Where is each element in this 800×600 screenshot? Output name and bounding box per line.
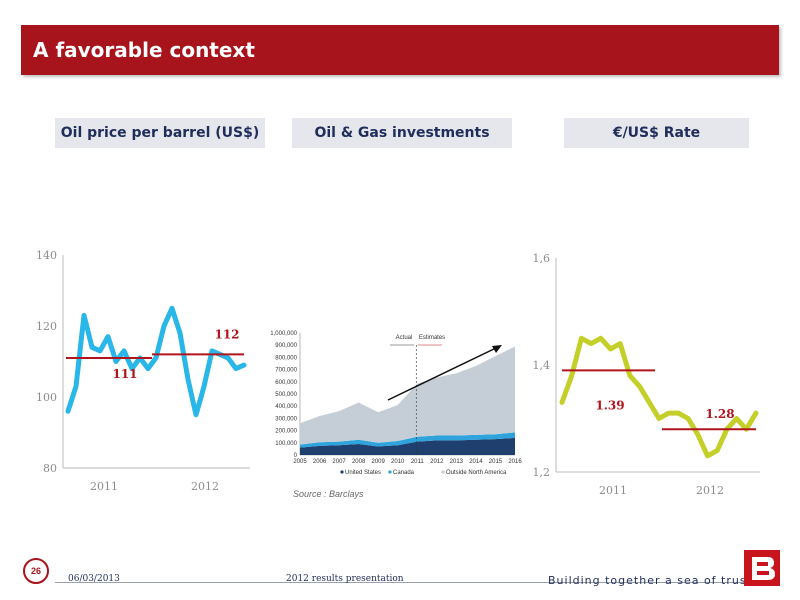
y-tick-label: 1,000,000: [270, 331, 297, 337]
area-series: [300, 346, 515, 445]
footer-tagline: Building together a sea of trust: [548, 574, 752, 587]
page-number: 26: [23, 558, 49, 584]
reference-label: 112: [214, 327, 239, 341]
trend-arrow: [387, 346, 499, 401]
series-line: [559, 335, 759, 459]
x-tick-label: 2015: [489, 459, 503, 465]
y-tick-label: 80: [43, 462, 57, 475]
x-tick-label: 2012: [696, 484, 724, 497]
y-tick-label: 300,000: [275, 416, 297, 422]
oil-panel-title: Oil price per barrel (US$): [55, 118, 265, 148]
legend-label: Outside North America: [446, 470, 507, 476]
y-tick-label: 500,000: [275, 392, 297, 398]
x-tick-label: 2007: [332, 459, 346, 465]
x-tick-label: 2009: [372, 459, 386, 465]
series-line: [65, 305, 247, 418]
x-tick-label: 2010: [391, 459, 405, 465]
x-tick-label: 2016: [508, 459, 522, 465]
source-note: Source : Barclays: [293, 489, 364, 499]
legend-marker: [441, 470, 445, 474]
x-tick-label: 2011: [411, 459, 425, 465]
legend-marker: [340, 470, 344, 474]
footer-date: 06/03/2013: [68, 574, 120, 584]
y-tick-label: 700,000: [275, 368, 297, 374]
legend-label: Canada: [393, 470, 415, 476]
trend-arrow-head: [492, 345, 502, 353]
footer-presentation: 2012 results presentation: [286, 574, 404, 584]
reference-label: 1.39: [595, 398, 624, 412]
y-tick-label: 600,000: [275, 380, 297, 386]
estimates-label: Estimates: [419, 335, 445, 341]
x-tick-label: 2013: [450, 459, 464, 465]
x-tick-label: 2011: [599, 484, 627, 497]
x-tick-label: 2006: [313, 459, 327, 465]
y-tick-label: 0: [294, 453, 298, 459]
x-tick-label: 2012: [191, 480, 219, 493]
y-tick-label: 900,000: [275, 343, 297, 349]
y-tick-label: 400,000: [275, 404, 297, 410]
page-title: A favorable context: [21, 25, 779, 75]
area-series: [300, 437, 515, 455]
y-tick-label: 1,2: [533, 466, 551, 479]
fx-panel-title: €/US$ Rate: [564, 118, 749, 148]
y-tick-label: 1,6: [533, 252, 551, 265]
x-tick-label: 2012: [430, 459, 444, 465]
x-tick-label: 2008: [352, 459, 366, 465]
y-tick-label: 120: [36, 320, 57, 333]
footer-divider: [55, 582, 755, 583]
y-tick-label: 140: [36, 249, 57, 262]
reference-label: 111: [112, 367, 137, 381]
x-tick-label: 2014: [469, 459, 483, 465]
y-tick-label: 100,000: [275, 441, 297, 447]
reference-label: 1.28: [705, 407, 734, 421]
area-series: [300, 432, 515, 448]
legend-label: United States: [345, 470, 381, 476]
x-tick-label: 2011: [90, 480, 118, 493]
investments-panel-title: Oil & Gas investments: [292, 118, 512, 148]
company-logo-icon: [744, 550, 780, 586]
actual-label: Actual: [396, 335, 413, 341]
legend-marker: [388, 470, 392, 474]
y-tick-label: 800,000: [275, 355, 297, 361]
y-tick-label: 100: [36, 391, 57, 404]
y-tick-label: 1,4: [533, 359, 551, 372]
x-tick-label: 2005: [293, 459, 307, 465]
y-tick-label: 200,000: [275, 429, 297, 435]
